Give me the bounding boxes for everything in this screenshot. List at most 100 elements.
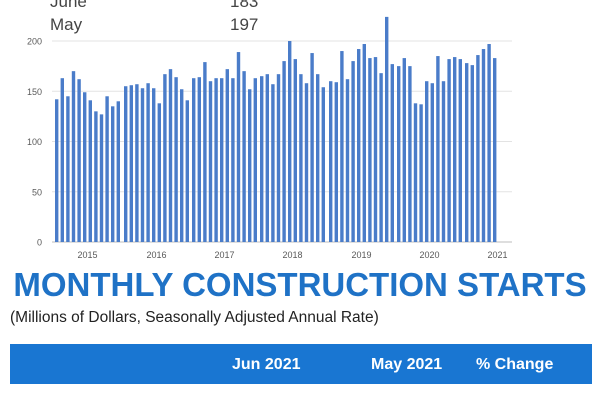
y-tick-label: 150 <box>27 87 42 97</box>
bar-2015-12 <box>116 101 120 242</box>
bar-2015-4 <box>71 71 76 243</box>
y-tick-label: 200 <box>27 37 42 47</box>
bar-2018-6 <box>288 41 292 242</box>
bar-2016-3 <box>135 84 139 242</box>
bar-2020-1 <box>397 66 401 242</box>
bar-2017-5 <box>214 78 218 242</box>
bar-2020-12 <box>458 59 462 243</box>
bar-2017-6 <box>220 78 224 242</box>
x-tick-label: 2017 <box>214 250 234 260</box>
bar-2017-3 <box>203 62 207 243</box>
bar-2021-4 <box>481 49 486 242</box>
x-tick-label: 2020 <box>419 250 439 260</box>
x-tick-label: 2019 <box>351 250 371 260</box>
summary-row-june: June 183 <box>50 0 350 15</box>
bar-2018-1 <box>260 76 264 242</box>
bar-2018-9 <box>304 83 309 243</box>
table-header: Jun 2021 May 2021 % Change <box>10 344 592 384</box>
bar-2016-10 <box>174 77 178 243</box>
bar-2017-2 <box>197 77 201 243</box>
bar-2015-3 <box>66 96 70 243</box>
column-header-jun-2021: Jun 2021 <box>232 356 301 373</box>
bar-2020-11 <box>453 57 457 242</box>
summary-row-label: May <box>50 15 83 34</box>
bar-2015-1 <box>55 99 59 242</box>
bar-2021-3 <box>476 55 480 242</box>
bar-2020-2 <box>402 58 406 243</box>
bar-2017-12 <box>253 78 257 242</box>
bar-2017-4 <box>208 81 213 242</box>
bar-2019-4 <box>345 79 350 242</box>
bar-2021-6 <box>493 58 497 243</box>
bar-2015-8 <box>94 111 98 242</box>
bar-2015-7 <box>88 100 92 242</box>
bar-2020-8 <box>436 56 440 243</box>
bar-2019-7 <box>362 44 366 242</box>
x-tick-label: 2018 <box>282 250 302 260</box>
bar-2019-10 <box>379 73 383 242</box>
bar-2021-1 <box>465 63 469 242</box>
bar-2021-2 <box>470 65 474 243</box>
bar-2018-7 <box>293 59 297 243</box>
bar-2020-7 <box>430 83 434 243</box>
bar-2015-10 <box>105 96 109 243</box>
bar-2019-9 <box>373 57 378 242</box>
bar-2017-10 <box>242 71 246 243</box>
bar-2020-9 <box>441 81 446 242</box>
bar-2016-2 <box>129 85 133 242</box>
summary-row-may: May 197 <box>50 15 350 38</box>
bar-2018-11 <box>316 74 320 242</box>
bar-2016-6 <box>152 88 156 242</box>
y-tick-label: 100 <box>27 137 42 147</box>
column-header-percent-change: % Change <box>476 356 554 373</box>
bar-2016-12 <box>185 100 189 242</box>
x-tick-label: 2021 <box>487 250 507 260</box>
bar-2018-2 <box>265 74 269 242</box>
bar-2020-10 <box>447 59 451 243</box>
bar-2018-4 <box>276 74 281 242</box>
bar-2017-8 <box>231 78 235 242</box>
x-tick-label: 2015 <box>77 250 97 260</box>
x-axis-ticks: 2015 2016 2017 2018 2019 2020 2021 <box>77 250 507 260</box>
bar-2017-1 <box>192 78 196 242</box>
bar-2018-12 <box>321 87 325 242</box>
bar-2019-11 <box>385 16 389 242</box>
bar-2016-8 <box>163 74 167 242</box>
bar-2017-7 <box>225 69 229 242</box>
bar-2019-6 <box>357 49 361 242</box>
bar-2019-12 <box>390 64 394 243</box>
bar-2020-4 <box>413 103 418 242</box>
x-tick-label: 2016 <box>146 250 166 260</box>
page-subtitle: (Millions of Dollars, Seasonally Adjuste… <box>10 309 379 326</box>
y-tick-label: 50 <box>32 187 42 197</box>
bar-2016-1 <box>124 86 128 242</box>
bar-2019-1 <box>329 81 333 242</box>
bar-2017-9 <box>236 52 241 243</box>
chart-bars <box>55 16 497 243</box>
bar-2018-3 <box>271 84 275 242</box>
bar-2015-5 <box>77 79 81 242</box>
bar-2016-5 <box>146 83 150 243</box>
bar-2018-10 <box>310 53 314 243</box>
bar-2019-3 <box>340 51 344 242</box>
bar-2019-5 <box>351 61 355 242</box>
bar-2020-3 <box>408 66 412 242</box>
bar-2020-5 <box>419 104 423 242</box>
bar-2021-5 <box>487 44 491 242</box>
chart-grid <box>52 40 512 243</box>
bar-2016-9 <box>168 69 173 242</box>
bar-2020-6 <box>425 81 429 242</box>
column-header-may-2021: May 2021 <box>371 356 443 373</box>
bar-2015-6 <box>83 92 87 242</box>
bar-2015-9 <box>99 114 104 242</box>
summary-row-value: 183 <box>230 0 259 11</box>
bar-2016-7 <box>157 103 161 242</box>
bar-2015-11 <box>111 106 115 242</box>
bar-2018-5 <box>282 61 286 242</box>
bar-2019-8 <box>368 58 372 243</box>
bar-2018-8 <box>299 74 303 242</box>
bar-2015-2 <box>60 78 64 242</box>
summary-row-label: June <box>50 0 87 11</box>
y-axis-ticks: 0 50 100 150 200 <box>27 37 42 248</box>
bar-2019-2 <box>334 82 338 242</box>
